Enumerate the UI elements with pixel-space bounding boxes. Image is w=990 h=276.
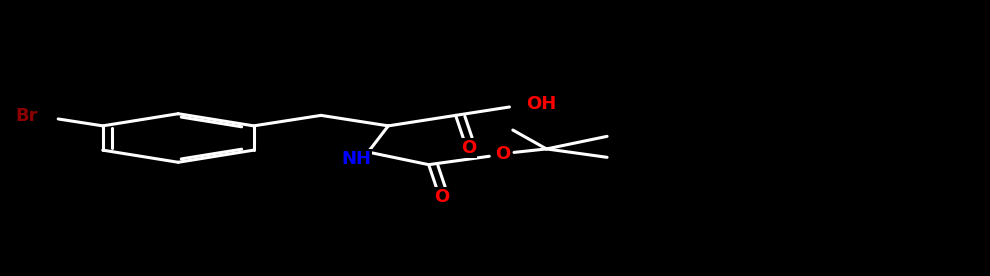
- Text: NH: NH: [342, 150, 371, 168]
- Text: Br: Br: [15, 107, 38, 125]
- Text: O: O: [461, 139, 476, 157]
- Text: O: O: [496, 145, 511, 163]
- Text: OH: OH: [526, 95, 556, 113]
- Text: O: O: [434, 188, 449, 206]
